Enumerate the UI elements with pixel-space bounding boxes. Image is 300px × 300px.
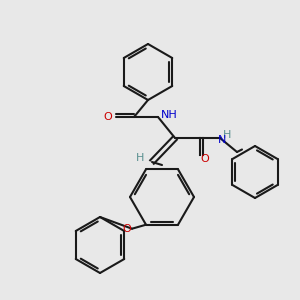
Text: O: O: [103, 112, 112, 122]
Text: H: H: [136, 153, 144, 163]
Text: N: N: [218, 135, 226, 145]
Text: NH: NH: [161, 110, 178, 120]
Text: H: H: [223, 130, 231, 140]
Text: O: O: [201, 154, 209, 164]
Text: O: O: [123, 224, 131, 234]
